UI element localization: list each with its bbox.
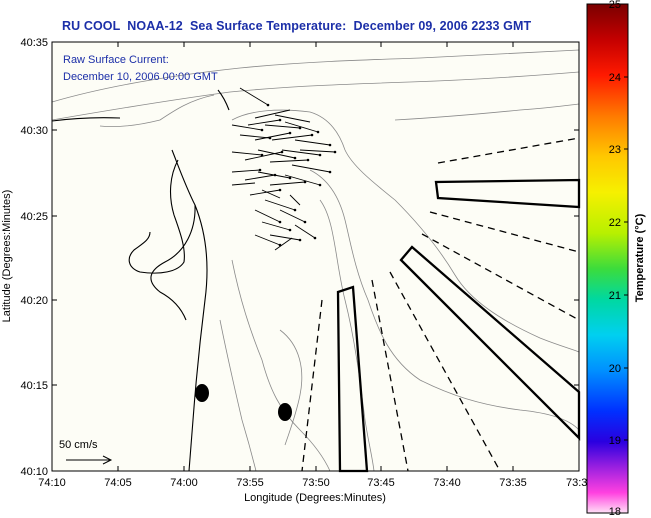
x-tick-label: 73:40 xyxy=(433,477,461,489)
x-tick-marks xyxy=(51,42,514,471)
colorbar-tick-label: 18 xyxy=(609,506,621,518)
x-tick-labels: 74:10 74:05 74:00 73:55 73:50 73:45 73:4… xyxy=(38,477,587,489)
y-tick-label: 40:20 xyxy=(20,295,48,307)
marker-blob xyxy=(195,384,209,402)
y-tick-label: 40:15 xyxy=(20,380,48,392)
colorbar-tick-label: 22 xyxy=(609,217,621,229)
x-tick-label: 73:3 xyxy=(566,477,587,489)
y-tick-label: 40:30 xyxy=(20,125,48,137)
dashed-sector-lines xyxy=(301,137,580,472)
current-time: December 10, 2006 00:00 GMT xyxy=(63,71,218,83)
y-tick-labels: 40:35 40:30 40:25 40:20 40:15 40:10 xyxy=(20,37,48,478)
x-tick-label: 74:00 xyxy=(170,477,198,489)
y-axis-label: Latitude (Degrees:Minutes) xyxy=(1,190,13,323)
plot-area xyxy=(52,42,579,471)
marker-blob xyxy=(278,403,292,421)
y-tick-label: 40:25 xyxy=(20,211,48,223)
colorbar-tick-label: 19 xyxy=(609,435,621,447)
colorbar-tick-label: 20 xyxy=(609,363,621,375)
x-tick-label: 73:45 xyxy=(367,477,395,489)
map-title: RU COOL NOAA-12 Sea Surface Temperature:… xyxy=(62,19,532,33)
current-label: Raw Surface Current: xyxy=(63,54,169,66)
scale-arrowhead xyxy=(102,455,113,465)
colorbar-label: Temperature (°C) xyxy=(634,213,646,302)
x-tick-label: 73:55 xyxy=(236,477,264,489)
scale-label: 50 cm/s xyxy=(59,439,98,451)
x-tick-label: 73:50 xyxy=(302,477,330,489)
x-tick-label: 74:10 xyxy=(38,477,66,489)
x-tick-label: 74:05 xyxy=(104,477,132,489)
colorbar xyxy=(586,3,629,514)
current-vectors xyxy=(231,87,336,251)
y-tick-label: 40:35 xyxy=(20,37,48,49)
colorbar-tick-label: 23 xyxy=(609,144,621,156)
x-axis-label: Longitude (Degrees:Minutes) xyxy=(244,492,386,504)
colorbar-tick-label: 25 xyxy=(609,0,621,11)
y-tick-marks xyxy=(52,41,579,472)
colorbar-tick-labels: 25 24 23 22 21 20 19 18 xyxy=(609,0,621,518)
colorbar-tick-label: 24 xyxy=(609,72,621,84)
current-arrowheads xyxy=(258,103,337,247)
y-tick-label: 40:10 xyxy=(20,466,48,478)
colorbar-ticks xyxy=(624,3,628,514)
coastline xyxy=(51,89,230,472)
bathymetry-contours xyxy=(51,49,580,472)
x-tick-label: 73:35 xyxy=(499,477,527,489)
colorbar-tick-label: 21 xyxy=(609,290,621,302)
